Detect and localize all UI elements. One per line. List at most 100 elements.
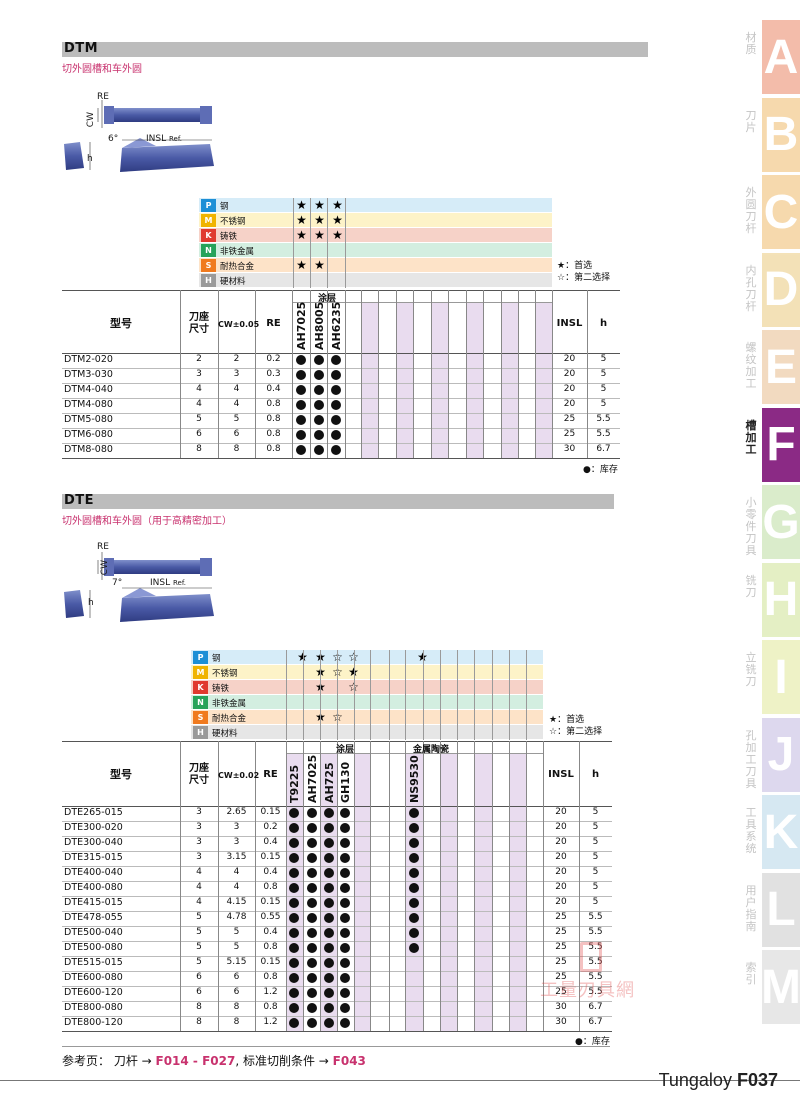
column-header-re: RE (266, 318, 281, 329)
stock-dot-icon (307, 958, 317, 968)
first-choice-star-icon: ★ (314, 198, 325, 212)
column-group-cermet: 金属陶瓷 (412, 745, 449, 755)
material-row-divider (191, 739, 543, 740)
model-cell: DTE478-055 (64, 912, 123, 923)
material-row-divider (199, 272, 552, 273)
holder-cell: 4 (196, 867, 202, 877)
side-tab-b[interactable]: B (762, 97, 800, 172)
material-row-divider (199, 242, 552, 243)
column-header-holder: 刀座 (189, 312, 209, 323)
stock-dot-icon (409, 898, 419, 908)
stock-dot-icon (314, 355, 324, 365)
side-tab-c[interactable]: C (762, 175, 800, 249)
material-code-badge: N (201, 244, 216, 257)
side-tab-g[interactable]: G (762, 485, 800, 559)
side-tab-i[interactable]: I (762, 640, 800, 714)
insl-cell: 20 (563, 354, 576, 364)
stock-dot-icon (289, 823, 299, 833)
model-cell: DTE265-015 (64, 807, 123, 818)
table-column-line (448, 290, 449, 458)
table-column-line (180, 290, 181, 458)
stock-dot-icon (340, 973, 350, 983)
stock-dot-icon (296, 445, 306, 455)
side-tab-h[interactable]: H (762, 562, 800, 637)
stock-dot-icon (296, 430, 306, 440)
dte-insert-drawing (64, 552, 214, 622)
stock-dot-icon (307, 988, 317, 998)
material-row-divider (199, 287, 552, 288)
watermark: 工量刃具網 (540, 942, 670, 1002)
side-tab-l[interactable]: L (762, 872, 800, 947)
model-cell: DTM8-080 (64, 444, 113, 455)
holder-cell: 3 (196, 822, 202, 832)
table-column-line (345, 290, 346, 458)
h-cell: 5.5 (596, 414, 611, 424)
dtm-insl-text: INSL (146, 134, 167, 144)
stock-dot-icon (340, 868, 350, 878)
stock-dot-icon (289, 958, 299, 968)
column-group-coating: 涂层 (335, 745, 354, 755)
holder-cell: 8 (196, 1017, 202, 1027)
insl-cell: 25 (563, 429, 576, 439)
stock-dot-icon (340, 823, 350, 833)
table-column-line (255, 741, 256, 1031)
stock-dot-icon (324, 928, 334, 938)
material-grid-line (303, 650, 304, 740)
side-tab-letter: M (761, 960, 800, 1014)
side-tab-m[interactable]: M (761, 950, 800, 1024)
footer-ref-page-link[interactable]: F043 (332, 1054, 366, 1068)
first-choice-star-icon: ★ (296, 228, 307, 242)
material-code-badge: S (201, 259, 216, 272)
column-header-holder-2: 尺寸 (189, 775, 209, 786)
h-cell: 5 (600, 369, 607, 379)
stock-dot-icon (340, 958, 350, 968)
stock-dot-icon (331, 370, 341, 380)
first-choice-star-icon: ★ (332, 198, 343, 212)
material-name: 硬材料 (220, 277, 246, 287)
material-row-divider (191, 664, 543, 665)
table-column-line (337, 741, 338, 1031)
stock-dot-icon (289, 868, 299, 878)
model-cell: DTM5-080 (64, 414, 113, 425)
column-header-insl: INSL (556, 318, 583, 329)
insl-cell: 25 (555, 942, 567, 952)
cw-cell: 4 (233, 882, 240, 892)
grade-column-stripe (466, 302, 483, 458)
side-tab-k[interactable]: K (762, 795, 800, 869)
dtm-label-re: RE (97, 92, 109, 102)
side-tab-f[interactable]: F (762, 407, 800, 482)
table-column-line (587, 290, 588, 458)
stock-dot-icon (409, 808, 419, 818)
first-choice-star-icon: ★ (414, 650, 431, 665)
material-grid-line (320, 650, 321, 740)
side-tab-letter: F (766, 418, 796, 471)
footer-bottom-rule (0, 1080, 800, 1081)
h-cell: 6.7 (588, 1017, 603, 1027)
stock-dot-icon (324, 868, 334, 878)
grade-header-ah725: AH725 (323, 762, 336, 803)
table-column-line (396, 290, 397, 458)
side-tab-j[interactable]: J (762, 717, 800, 792)
stock-dot-icon (289, 1003, 299, 1013)
material-grid-line (310, 198, 311, 288)
first-choice-star-icon: ★ (296, 258, 307, 272)
side-tab-e[interactable]: E (762, 330, 800, 404)
dtm-label-angle: 6° (108, 134, 119, 144)
stock-dot-icon (307, 853, 317, 863)
side-tab-d[interactable]: D (762, 252, 800, 327)
side-tab-a[interactable]: A (762, 20, 800, 94)
stock-dot-icon (324, 973, 334, 983)
stock-dot-icon (289, 913, 299, 923)
side-tab-letter: A (763, 30, 799, 84)
side-tab-label: 铣刀 (745, 573, 757, 599)
insl-cell: 25 (555, 927, 567, 937)
first-choice-star-icon: ★ (314, 258, 325, 272)
dtm-stock-note: ●：库存 (583, 465, 618, 475)
side-tab-letter: H (763, 573, 799, 626)
table-column-line (378, 290, 379, 458)
footer-ref-range-link[interactable]: F014 - F027 (155, 1054, 236, 1068)
stock-dot-icon (409, 943, 419, 953)
watermark-logo-icon (580, 942, 602, 972)
cw-cell: 3 (233, 837, 240, 847)
dtm-subtitle: 切外圆槽和车外圆 (62, 64, 142, 75)
